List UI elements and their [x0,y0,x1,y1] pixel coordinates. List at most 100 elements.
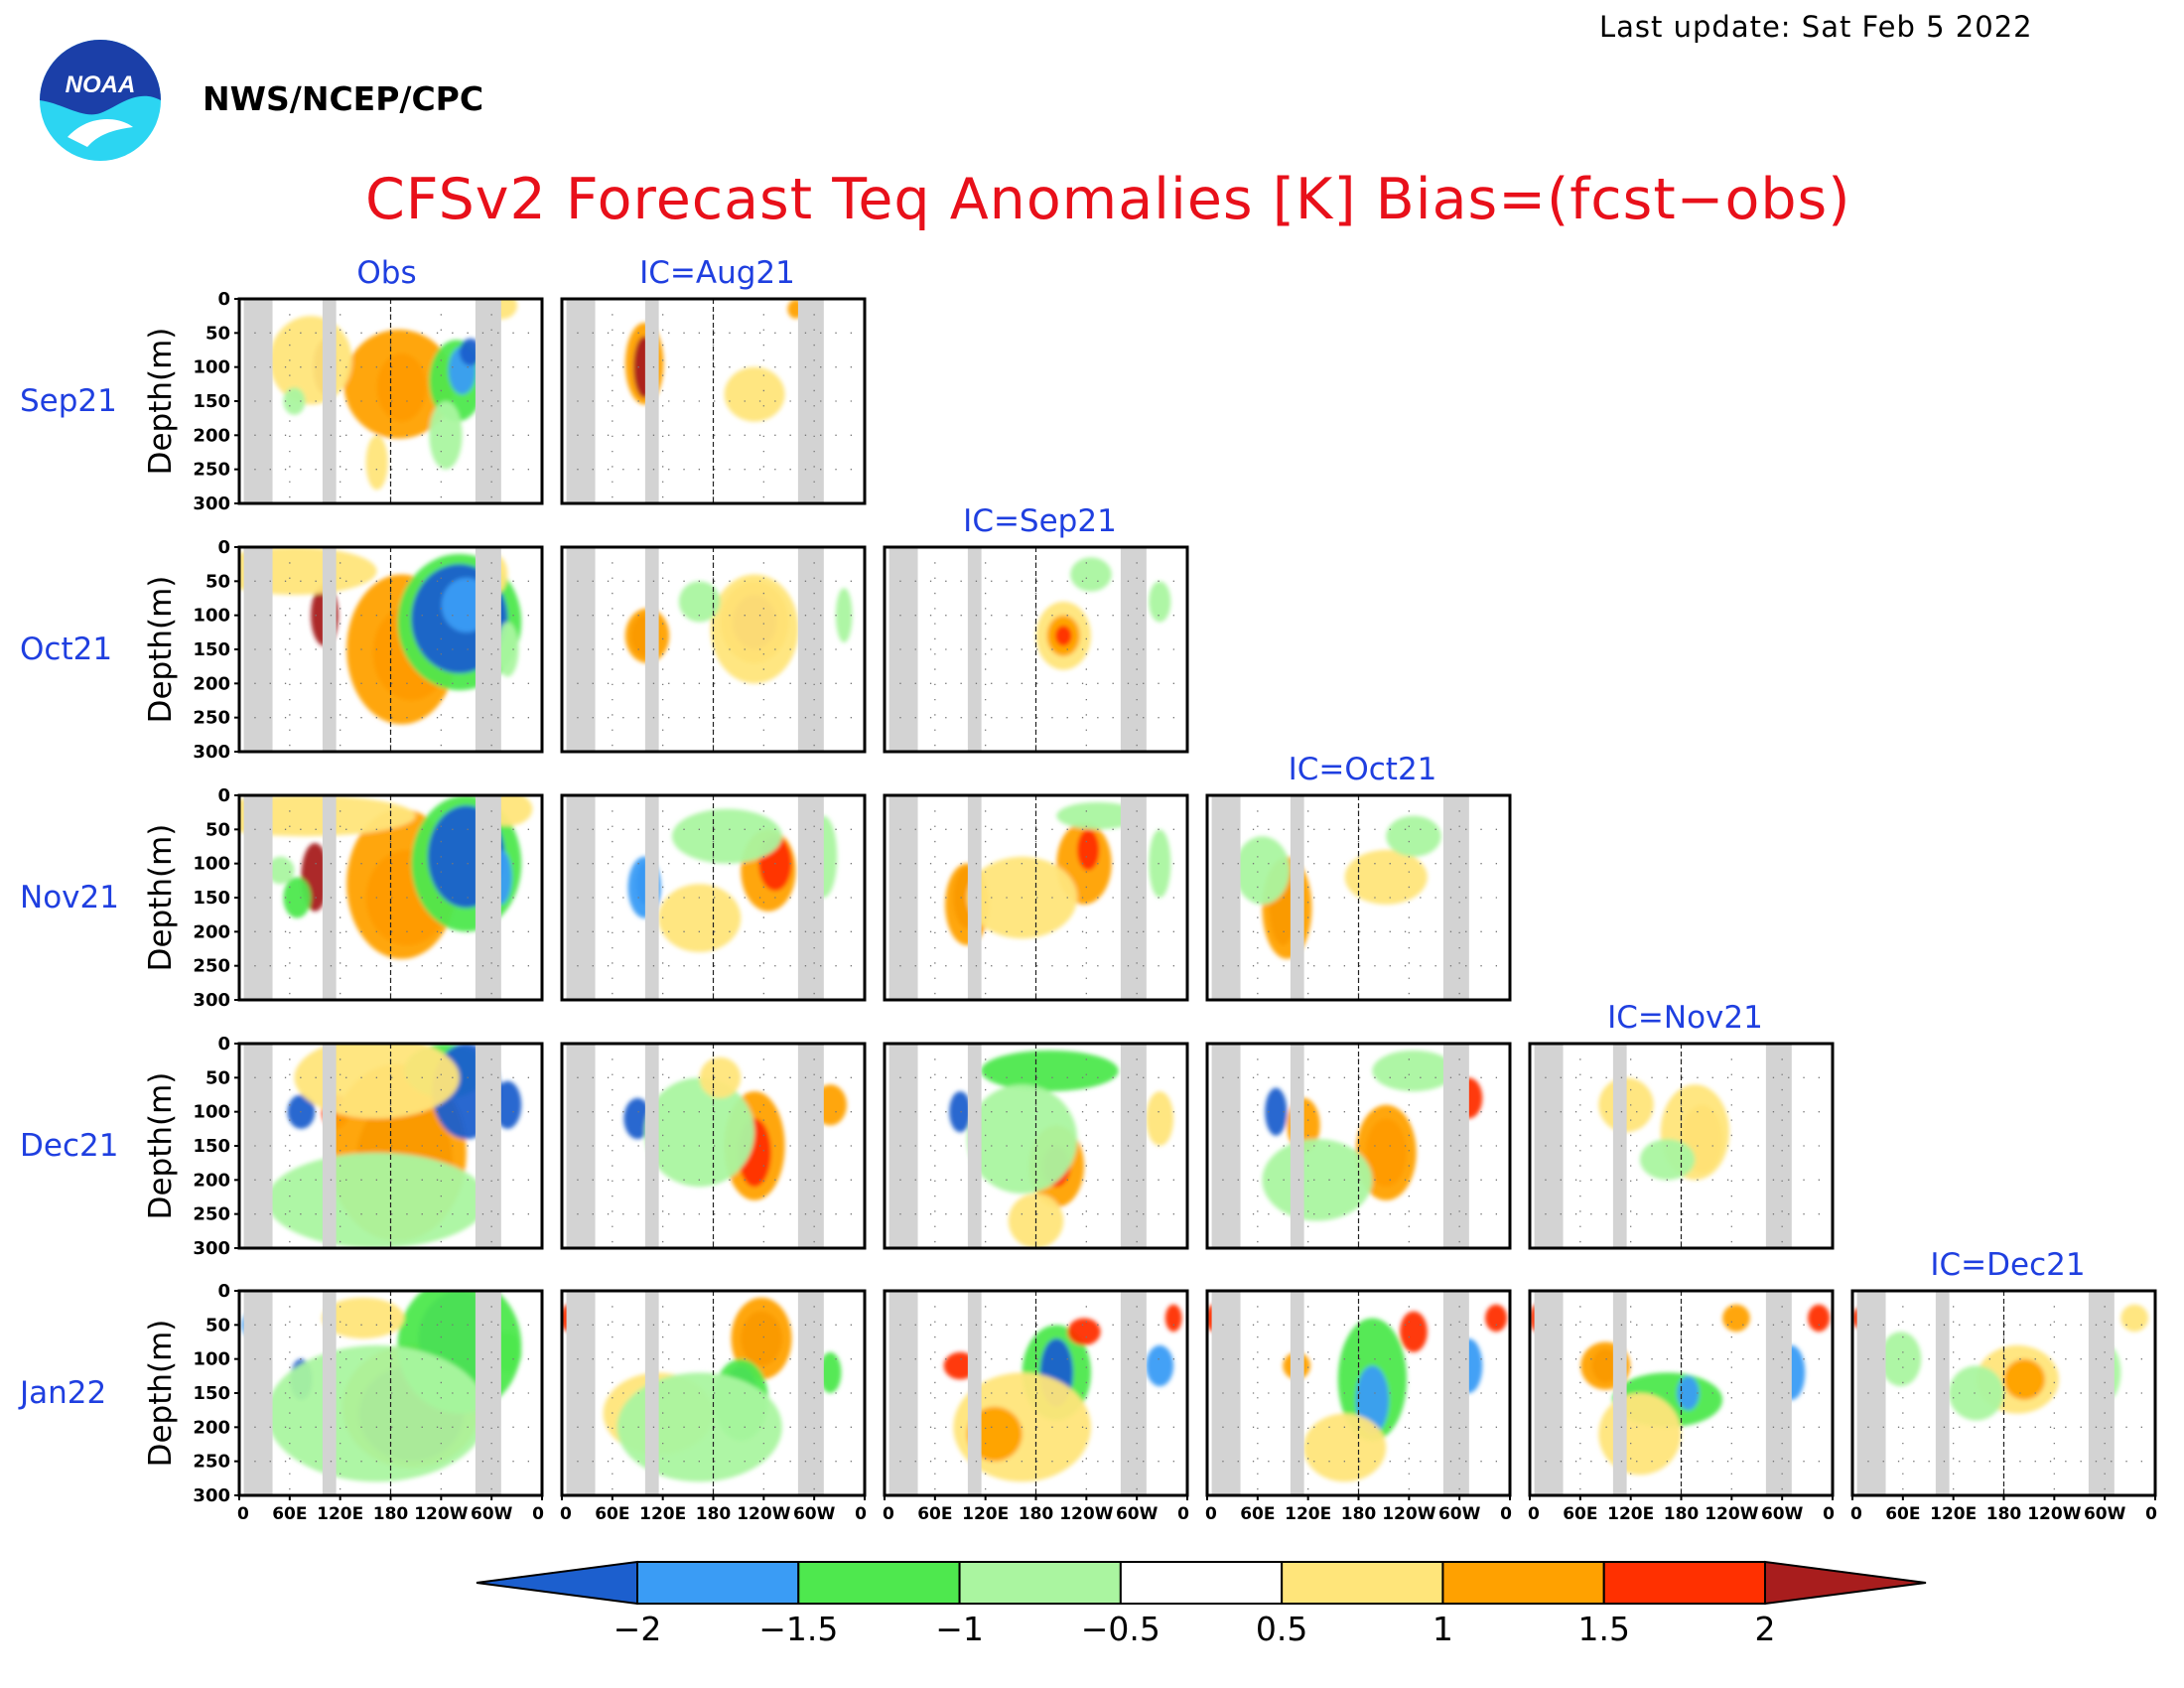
panel-frame [883,1042,1189,1250]
anomaly-contour [1344,849,1428,905]
colorbar-swatch [1602,1561,1766,1605]
x-tick-label: 60W [793,1504,836,1524]
land-mask [566,1291,596,1495]
anomaly-contour [644,1077,755,1188]
x-tick-label: 0 [855,1504,867,1524]
column-title: IC=Nov21 [1607,1000,1763,1036]
colorbar-label: −1.5 [758,1610,838,1648]
land-mask [2088,1291,2115,1495]
anomaly-contour [967,1084,1078,1195]
land-mask [243,547,273,752]
y-tick-label: 200 [193,673,230,694]
anomaly-field [1598,1077,1730,1181]
land-mask [644,547,659,752]
land-mask [1120,1044,1147,1248]
anomaly-contour [1949,1365,2004,1421]
anomaly-contour [1146,1091,1174,1146]
x-tick-label: 0 [532,1504,544,1524]
y-tick-label: 50 [205,1067,230,1088]
x-tick-label: 0 [1823,1504,1835,1524]
land-mask [1211,1044,1241,1248]
panel-0-0 [239,299,542,503]
land-mask [888,1291,918,1495]
anomaly-contour [1303,1413,1387,1482]
column-title: IC=Aug21 [639,255,795,291]
land-mask [1211,1291,1241,1495]
anomaly-contour [239,547,377,596]
land-mask [1765,1291,1792,1495]
anomaly-contour [365,435,388,491]
land-mask [1211,795,1241,1000]
x-tick-label: 180 [696,1504,732,1524]
colorbar-swatch [1441,1561,1605,1605]
anomaly-contour [343,329,455,439]
panel-frame [1205,1042,1512,1250]
y-tick-label: 250 [193,1452,230,1473]
colorbar: −2 −1.5 −1 −0.5 0.5 1 1.5 2 [476,1560,1927,1648]
colorbar-swatch [797,1561,961,1605]
y-tick-label: 150 [193,1136,230,1157]
anomaly-contour [496,622,519,677]
panel-frame [883,793,1189,1002]
y-tick-label: 300 [193,493,230,514]
y-tick-label: 100 [193,1349,230,1370]
y-tick-label: 300 [193,1485,230,1506]
land-mask [322,1044,337,1248]
land-mask [797,1044,824,1248]
land-mask [243,795,273,1000]
anomaly-contour [429,401,463,470]
land-mask [644,1291,659,1495]
x-tick-label: 60E [1563,1504,1597,1524]
y-tick-label: 0 [217,785,230,806]
anomaly-contour [678,581,721,623]
anomaly-contour [266,856,295,885]
anomaly-contour [266,1344,487,1482]
x-tick-label: 60E [917,1504,952,1524]
anomaly-contour [1598,1393,1682,1476]
land-mask [566,299,596,503]
x-tick-label: 120W [2027,1504,2081,1524]
x-tick-label: 0 [2145,1504,2157,1524]
x-tick-label: 0 [883,1504,894,1524]
land-mask [967,547,982,752]
anomaly-field [624,574,853,684]
row-label: Dec21 [20,1128,118,1164]
panel-2-3 [1207,795,1510,1000]
x-tick-label: 60W [1116,1504,1159,1524]
x-tick-label: 60E [1885,1504,1920,1524]
anomaly-contour [283,877,312,918]
x-tick-label: 60E [595,1504,629,1524]
x-tick-label: 120E [1930,1504,1977,1524]
y-tick-label: 100 [193,606,230,627]
colorbar-swatch [958,1561,1122,1605]
column-title: Obs [356,255,416,291]
anomaly-contour [1070,557,1112,592]
x-tick-label: 0 [1528,1504,1540,1524]
x-tick-label: 60W [2084,1504,2126,1524]
panel-3-0 [239,1044,542,1248]
panel-3-1 [562,1044,865,1248]
anomaly-contour [1485,1304,1508,1333]
colorbar-label: −1 [935,1610,984,1648]
colorbar-swatch [1281,1561,1444,1605]
land-mask [322,795,337,1000]
panel-1-1 [562,547,865,752]
land-mask [243,1044,273,1248]
x-tick-label: 120W [414,1504,468,1524]
anomaly-field [949,1050,1174,1248]
y-tick-label: 150 [193,888,230,909]
land-mask [1290,1044,1304,1248]
x-tick-label: 60W [1761,1504,1804,1524]
panel-3-4 [1530,1044,1833,1248]
panel-frame [560,793,867,1002]
land-mask [888,795,918,1000]
x-tick-label: 120W [1382,1504,1435,1524]
anomaly-contour [724,366,785,422]
panel-4-2 [885,1291,1187,1495]
anomaly-contour [1077,829,1100,871]
y-tick-label: 200 [193,1417,230,1438]
column-title: IC=Oct21 [1289,752,1437,787]
panel-frame [560,1042,867,1250]
land-mask [566,795,596,1000]
